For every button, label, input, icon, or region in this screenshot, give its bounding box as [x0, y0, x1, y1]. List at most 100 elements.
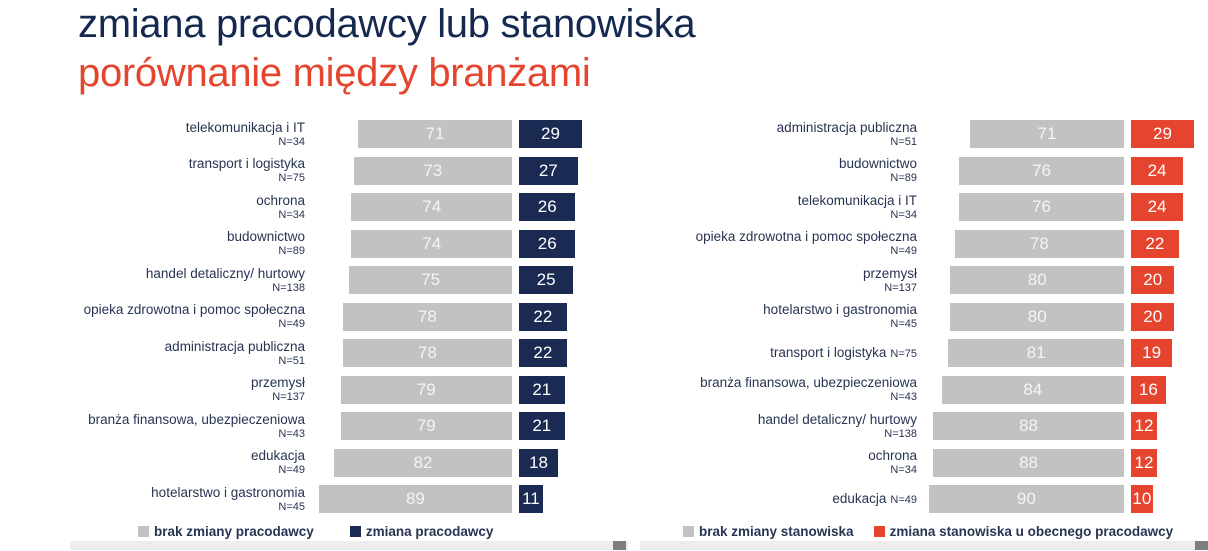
bar-change: 21: [519, 375, 565, 404]
bar-no-change-value: 74: [422, 197, 442, 216]
category-label: telekomunikacja i IT: [185, 119, 305, 135]
bar-change-value: 27: [538, 160, 558, 180]
sample-size-label: N=89: [278, 245, 305, 257]
sample-size-label: N=34: [278, 208, 305, 221]
no-change-bar-zone: 71: [928, 120, 1124, 148]
bar-no-change-value: 90: [1016, 489, 1036, 508]
category-label: przemysł: [250, 375, 305, 390]
sample-size-label: N=51: [278, 354, 305, 367]
sample-size-label: N=43: [890, 391, 917, 403]
bar-no-change-value: 79: [416, 416, 436, 435]
bar-change-value: 24: [1147, 197, 1167, 216]
no-change-bar-zone: 74: [316, 229, 512, 258]
legend-swatch-navy: [349, 526, 361, 537]
legend-employer-change: brak zmiany pracodawcy zmiana pracodawcy: [138, 524, 582, 539]
bar-change-value: 22: [533, 306, 553, 326]
sample-size-label: N=49: [890, 245, 917, 257]
sample-size-label: N=51: [890, 135, 917, 148]
bar-change-value: 12: [1134, 416, 1154, 435]
bar-change: 18: [519, 448, 559, 477]
category-label-block: telekomunikacja i IT N=34: [672, 193, 917, 222]
category-label-block: branża finansowa, ubezpieczeniowa N=43: [60, 412, 305, 441]
no-change-bar-zone: 82: [316, 448, 512, 477]
bar-change: 16: [1131, 375, 1166, 404]
legend-label: brak zmiany stanowiska: [699, 524, 854, 539]
legend-label: zmiana stanowiska u obecnego pracodawcy: [889, 524, 1174, 539]
bar-no-change-value: 80: [1027, 306, 1047, 326]
bar-no-change-value: 81: [1026, 343, 1046, 362]
bar-no-change-value: 76: [1032, 197, 1051, 216]
sample-size-label: N=75: [890, 347, 917, 360]
bar-change: 26: [519, 229, 576, 258]
scrollbar-thumb[interactable]: [613, 541, 626, 550]
chart-row: handel detaliczny/ hurtowy N=138 88 12: [672, 412, 1194, 440]
sample-size-label: N=49: [890, 493, 917, 506]
bar-no-change: 82: [334, 448, 512, 477]
bar-no-change: 84: [941, 375, 1124, 404]
horizontal-scrollbar-right[interactable]: [640, 541, 1208, 550]
category-label: budownictwo: [226, 229, 305, 244]
sample-size-label: N=34: [890, 208, 917, 221]
chart-row: budownictwo N=89 74 26: [60, 229, 582, 258]
category-label: branża finansowa, ubezpieczeniowa: [700, 375, 917, 390]
category-label-block: administracja publiczna N=51: [60, 339, 305, 368]
scrollbar-thumb[interactable]: [1195, 541, 1208, 550]
bar-no-change: 79: [340, 412, 512, 440]
bar-change-value: 29: [541, 124, 560, 143]
category-label-block: ochrona N=34: [672, 448, 917, 477]
page-title: zmiana pracodawcy lub stanowiska: [78, 2, 696, 46]
category-label: budownictwo: [838, 156, 917, 171]
bar-no-change-value: 71: [1037, 124, 1057, 143]
bar-no-change-value: 89: [405, 489, 425, 508]
category-label: przemysł: [862, 265, 917, 281]
category-label-block: handel detaliczny/ hurtowy N=138: [60, 266, 305, 295]
bar-change-value: 18: [529, 452, 548, 472]
category-label-block: budownictwo N=89: [672, 156, 917, 185]
bar-no-change-value: 75: [421, 270, 441, 289]
bar-no-change-value: 80: [1027, 270, 1047, 289]
category-label-block: telekomunikacja i IT N=34: [60, 120, 305, 149]
sample-size-label: N=34: [890, 464, 917, 476]
bar-no-change-value: 74: [422, 233, 442, 253]
chart-row: administracja publiczna N=51 71 29: [672, 120, 1194, 148]
no-change-bar-zone: 80: [928, 266, 1124, 294]
chart-row: telekomunikacja i IT N=34 71 29: [60, 120, 582, 148]
bar-no-change-value: 78: [417, 306, 437, 326]
bar-change-value: 25: [536, 270, 556, 289]
chart-row: opieka zdrowotna i pomoc społeczna N=49 …: [60, 302, 582, 331]
category-label: administracja publiczna: [164, 338, 305, 354]
bar-no-change: 74: [351, 193, 512, 221]
category-label-block: edukacja N=49: [60, 448, 305, 477]
horizontal-scrollbar-left[interactable]: [70, 541, 628, 550]
no-change-bar-zone: 80: [928, 302, 1124, 331]
chart-row: opieka zdrowotna i pomoc społeczna N=49 …: [672, 229, 1194, 258]
category-label: hotelarstwo i gastronomia: [151, 484, 305, 500]
chart-row: edukacja N=49 82 18: [60, 448, 582, 477]
bar-no-change: 88: [933, 412, 1124, 440]
bar-no-change-value: 71: [425, 124, 445, 143]
sample-size-label: N=137: [272, 391, 305, 403]
no-change-bar-zone: 73: [316, 156, 512, 185]
legend-item-no-employer-change: brak zmiany pracodawcy: [138, 524, 314, 539]
category-label: branża finansowa, ubezpieczeniowa: [88, 411, 305, 427]
bar-change: 12: [1131, 448, 1158, 477]
bar-no-change-value: 79: [416, 379, 436, 399]
no-change-bar-zone: 76: [928, 156, 1124, 185]
sample-size-label: N=89: [890, 172, 917, 184]
no-change-bar-zone: 78: [316, 339, 512, 367]
legend-swatch-red: [873, 526, 885, 537]
sample-size-label: N=45: [890, 318, 917, 330]
category-label-block: ochrona N=34: [60, 193, 305, 222]
sample-size-label: N=49: [278, 464, 305, 476]
no-change-bar-zone: 78: [316, 302, 512, 331]
category-label: ochrona: [256, 192, 305, 208]
chart-row: telekomunikacja i IT N=34 76 24: [672, 193, 1194, 221]
bar-change: 22: [519, 339, 567, 367]
category-label-block: opieka zdrowotna i pomoc społeczna N=49: [60, 302, 305, 331]
bar-no-change: 71: [969, 120, 1124, 148]
bar-no-change: 76: [959, 156, 1124, 185]
bar-change: 19: [1131, 339, 1173, 367]
bar-no-change: 81: [948, 339, 1124, 367]
bar-no-change: 78: [954, 229, 1124, 258]
category-label: transport i logistyka: [188, 156, 305, 171]
